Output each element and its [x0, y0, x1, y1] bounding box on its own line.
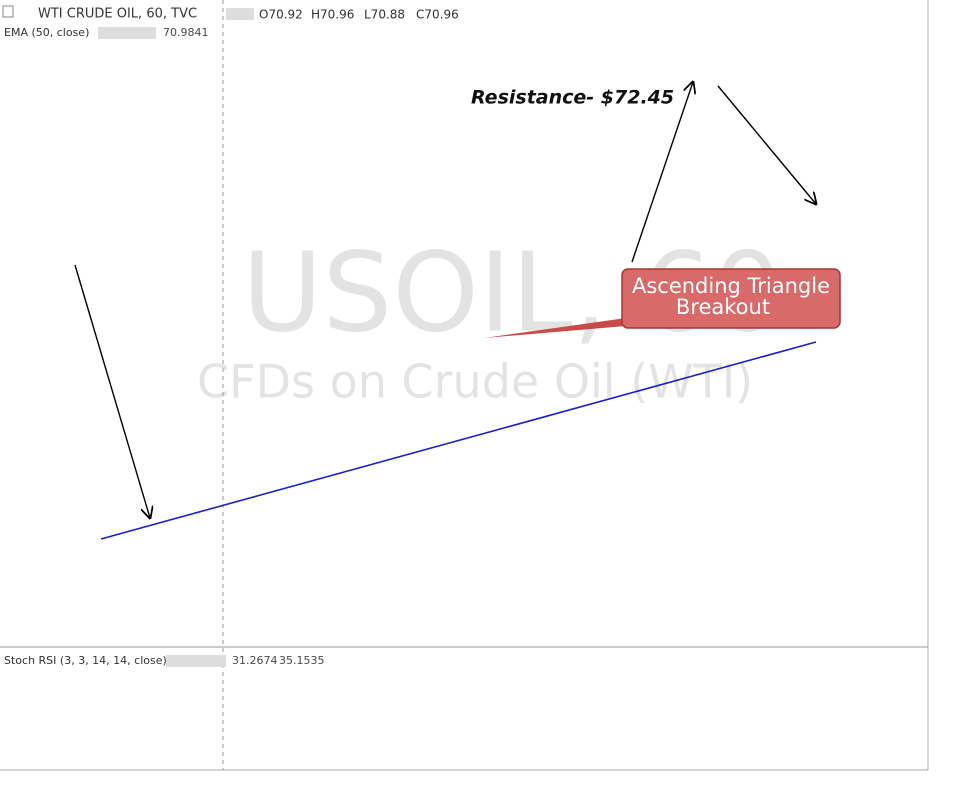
callout-text: Breakout [676, 295, 770, 319]
collapse-icon[interactable] [2, 5, 14, 18]
legend-icons[interactable] [166, 655, 226, 667]
arrow [631, 82, 693, 263]
ohlc-label: C70.96 [416, 8, 459, 22]
callout-box [621, 268, 841, 329]
arrow [717, 85, 816, 204]
indicator-label: EMA (50, close) [4, 26, 89, 39]
ohlc-label: O70.92 [259, 8, 303, 22]
callout-text: Ascending Triangle [632, 274, 830, 298]
arrow [74, 264, 150, 518]
indicator-value: 31.2674 [232, 654, 278, 667]
indicator-value: 35.1535 [279, 654, 325, 667]
legend-icons[interactable] [98, 27, 156, 39]
indicator-value: 70.9841 [163, 26, 209, 39]
ohlc-label: L70.88 [364, 8, 405, 22]
callout-tail [484, 318, 626, 338]
trend-line [100, 341, 817, 540]
price-axis [928, 0, 966, 787]
legend-icons[interactable] [226, 8, 254, 20]
chart-title: WTI CRUDE OIL, 60, TVC [38, 7, 197, 22]
indicator-label: Stoch RSI (3, 3, 14, 14, close) [4, 654, 167, 667]
annotation: Resistance- $72.45 [471, 87, 674, 109]
ohlc-label: H70.96 [311, 8, 354, 22]
watermark-subtitle: CFDs on Crude Oil (WTI) [197, 355, 753, 409]
